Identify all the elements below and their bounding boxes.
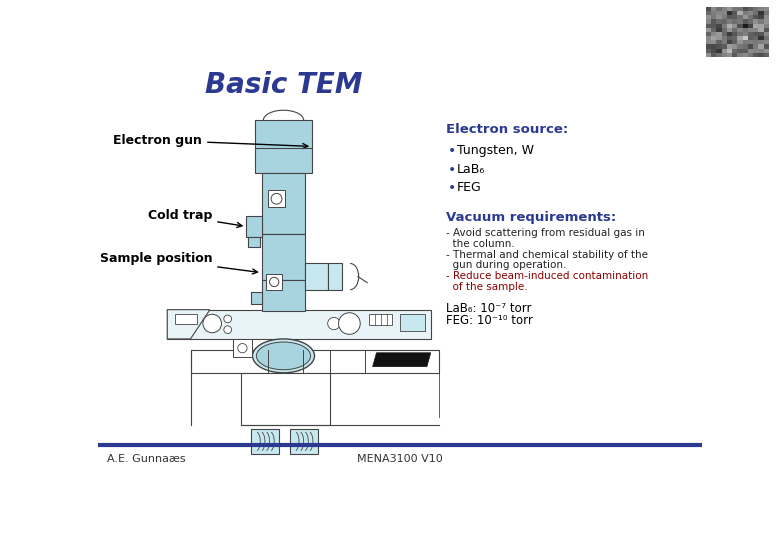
Text: •: • [448,181,456,195]
Bar [268,190,285,207]
Bar [167,309,431,339]
Text: Electron gun: Electron gun [113,134,308,148]
Text: Sample position: Sample position [100,252,257,274]
Bar [267,274,282,289]
Circle shape [328,318,340,330]
Circle shape [686,29,693,35]
Circle shape [339,313,360,334]
Text: A.E. Gunnaæs: A.E. Gunnaæs [107,455,186,464]
Bar [246,215,262,237]
Text: MENA3100 V10: MENA3100 V10 [357,455,442,464]
Bar [248,237,261,247]
Text: Basic TEM: Basic TEM [204,71,362,99]
Text: Electron source:: Electron source: [446,123,569,136]
Text: Cold trap: Cold trap [148,209,242,227]
Bar [262,234,305,280]
Text: gun during operation.: gun during operation. [446,260,566,271]
Circle shape [672,42,678,47]
Text: the column.: the column. [446,239,515,249]
Text: •: • [448,144,456,158]
Bar [233,339,252,357]
Text: - Avoid scattering from residual gas in: - Avoid scattering from residual gas in [446,228,645,238]
Bar [328,264,342,289]
Circle shape [660,41,665,45]
Circle shape [658,29,663,35]
Bar [369,314,392,325]
Circle shape [203,314,222,333]
Text: - Reduce beam-induced contamination: - Reduce beam-induced contamination [446,271,648,281]
Ellipse shape [253,339,314,373]
Bar [289,429,317,454]
Circle shape [686,41,690,45]
Circle shape [271,193,282,204]
Text: FEG: FEG [457,181,482,194]
Text: Vacuum requirements:: Vacuum requirements: [446,211,616,224]
Bar [251,292,262,304]
Bar [175,314,197,323]
Circle shape [660,19,665,23]
Bar [241,373,330,425]
Text: •: • [448,163,456,177]
Bar [251,429,279,454]
Text: Tungsten, W: Tungsten, W [457,144,534,157]
Text: LaB₆: LaB₆ [457,163,485,176]
Circle shape [672,17,678,22]
Bar [262,280,305,311]
Bar [399,314,424,331]
Bar [190,350,438,373]
Circle shape [238,343,247,353]
Circle shape [224,326,232,334]
Circle shape [224,315,232,323]
Ellipse shape [257,342,310,370]
Circle shape [270,278,279,287]
Polygon shape [167,309,210,339]
Bar [305,264,328,289]
Circle shape [686,19,690,23]
Bar [255,120,312,173]
Text: FEG: 10⁻¹⁰ torr: FEG: 10⁻¹⁰ torr [446,314,533,327]
Text: - Thermal and chemical stability of the: - Thermal and chemical stability of the [446,249,648,260]
Text: LaB₆: 10⁻⁷ torr: LaB₆: 10⁻⁷ torr [446,302,532,315]
Text: of the sample.: of the sample. [446,282,528,292]
Circle shape [668,25,682,38]
Bar [262,173,305,234]
Polygon shape [373,353,431,367]
